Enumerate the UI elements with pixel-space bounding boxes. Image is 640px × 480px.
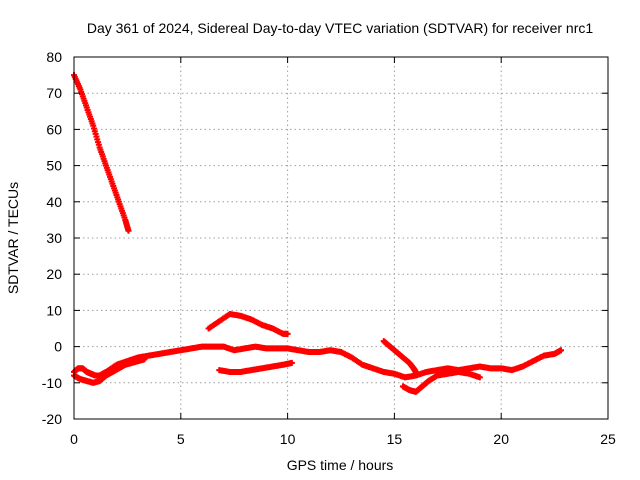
y-tick-label: 50 xyxy=(46,158,62,174)
data-point xyxy=(558,347,565,354)
data-point xyxy=(141,356,148,363)
y-tick-label: 60 xyxy=(46,121,62,137)
series-segment-main xyxy=(71,343,565,381)
data-point xyxy=(288,359,295,366)
y-tick-label: -20 xyxy=(42,411,62,427)
series-segment-dip-low xyxy=(399,368,483,395)
y-tick-label: 70 xyxy=(46,85,62,101)
series-segment-dip xyxy=(380,338,419,375)
x-tick-label: 10 xyxy=(280,431,296,447)
x-tick-label: 5 xyxy=(177,431,185,447)
y-axis-label: SDTVAR / TECUs xyxy=(5,182,21,294)
data-point xyxy=(125,227,132,234)
y-tick-label: 10 xyxy=(46,302,62,318)
axis-ticks: 0 5 10 15 20 25 -20 -10 0 10 20 30 40 50 60 70 80 xyxy=(42,49,616,447)
data-point xyxy=(476,374,483,381)
y-tick-label: 30 xyxy=(46,230,62,246)
data-point xyxy=(412,368,419,375)
y-tick-label: 80 xyxy=(46,49,62,65)
data-points xyxy=(71,72,565,395)
series-segment-hump xyxy=(205,311,291,337)
x-tick-label: 20 xyxy=(493,431,509,447)
chart-title: Day 361 of 2024, Sidereal Day-to-day VTE… xyxy=(87,20,593,36)
y-tick-label: 40 xyxy=(46,194,62,210)
x-tick-label: 15 xyxy=(387,431,403,447)
series-segment-early-low xyxy=(71,356,148,386)
y-tick-label: -10 xyxy=(42,375,62,391)
data-point xyxy=(284,330,291,337)
series-segment-early-high xyxy=(71,72,132,234)
y-tick-label: 0 xyxy=(54,339,62,355)
grid-lines xyxy=(74,57,608,419)
y-tick-label: 20 xyxy=(46,266,62,282)
x-tick-label: 0 xyxy=(70,431,78,447)
series-segment-lower-track xyxy=(216,359,295,375)
x-tick-label: 25 xyxy=(600,431,616,447)
x-axis-label: GPS time / hours xyxy=(287,457,394,473)
